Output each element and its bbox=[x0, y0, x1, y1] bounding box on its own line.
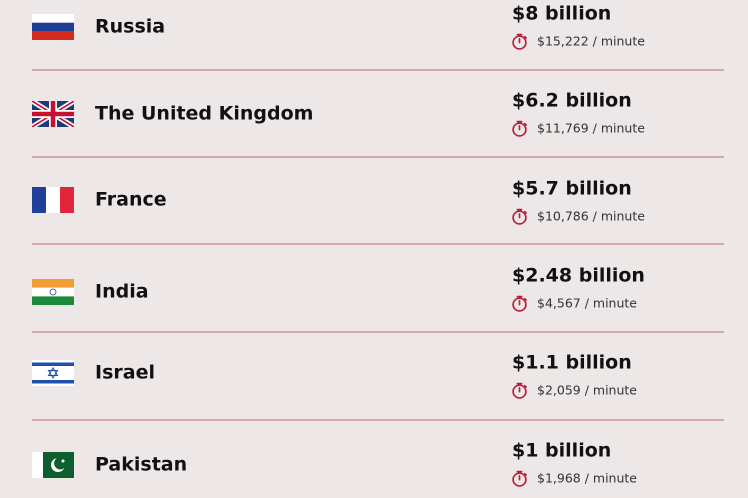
stopwatch-icon bbox=[512, 120, 527, 137]
flag bbox=[32, 14, 74, 40]
stopwatch-icon bbox=[512, 382, 527, 399]
country-name: France bbox=[95, 189, 167, 211]
stopwatch-icon bbox=[512, 470, 527, 487]
stopwatch-icon bbox=[512, 208, 527, 225]
country-name: Russia bbox=[95, 16, 165, 38]
per-minute: $4,567 / minute bbox=[537, 296, 637, 311]
per-minute: $1,968 / minute bbox=[537, 471, 637, 486]
total-amount: $5.7 billion bbox=[512, 178, 632, 200]
total-amount: $1.1 billion bbox=[512, 352, 632, 374]
flag bbox=[32, 279, 74, 305]
per-minute: $11,769 / minute bbox=[537, 121, 645, 136]
flag bbox=[32, 187, 74, 213]
country-name: Israel bbox=[95, 362, 155, 384]
per-minute: $15,222 / minute bbox=[537, 34, 645, 49]
total-amount: $8 billion bbox=[512, 3, 611, 25]
stopwatch-icon bbox=[512, 295, 527, 312]
flag bbox=[32, 101, 74, 127]
total-amount: $2.48 billion bbox=[512, 265, 645, 287]
total-amount: $1 billion bbox=[512, 440, 611, 462]
flag bbox=[32, 360, 74, 386]
stopwatch-icon bbox=[512, 33, 527, 50]
per-minute: $2,059 / minute bbox=[537, 383, 637, 398]
flag bbox=[32, 452, 74, 478]
country-name: India bbox=[95, 281, 149, 303]
total-amount: $6.2 billion bbox=[512, 90, 632, 112]
per-minute: $10,786 / minute bbox=[537, 209, 645, 224]
country-name: The United Kingdom bbox=[95, 103, 313, 125]
country-name: Pakistan bbox=[95, 454, 187, 476]
